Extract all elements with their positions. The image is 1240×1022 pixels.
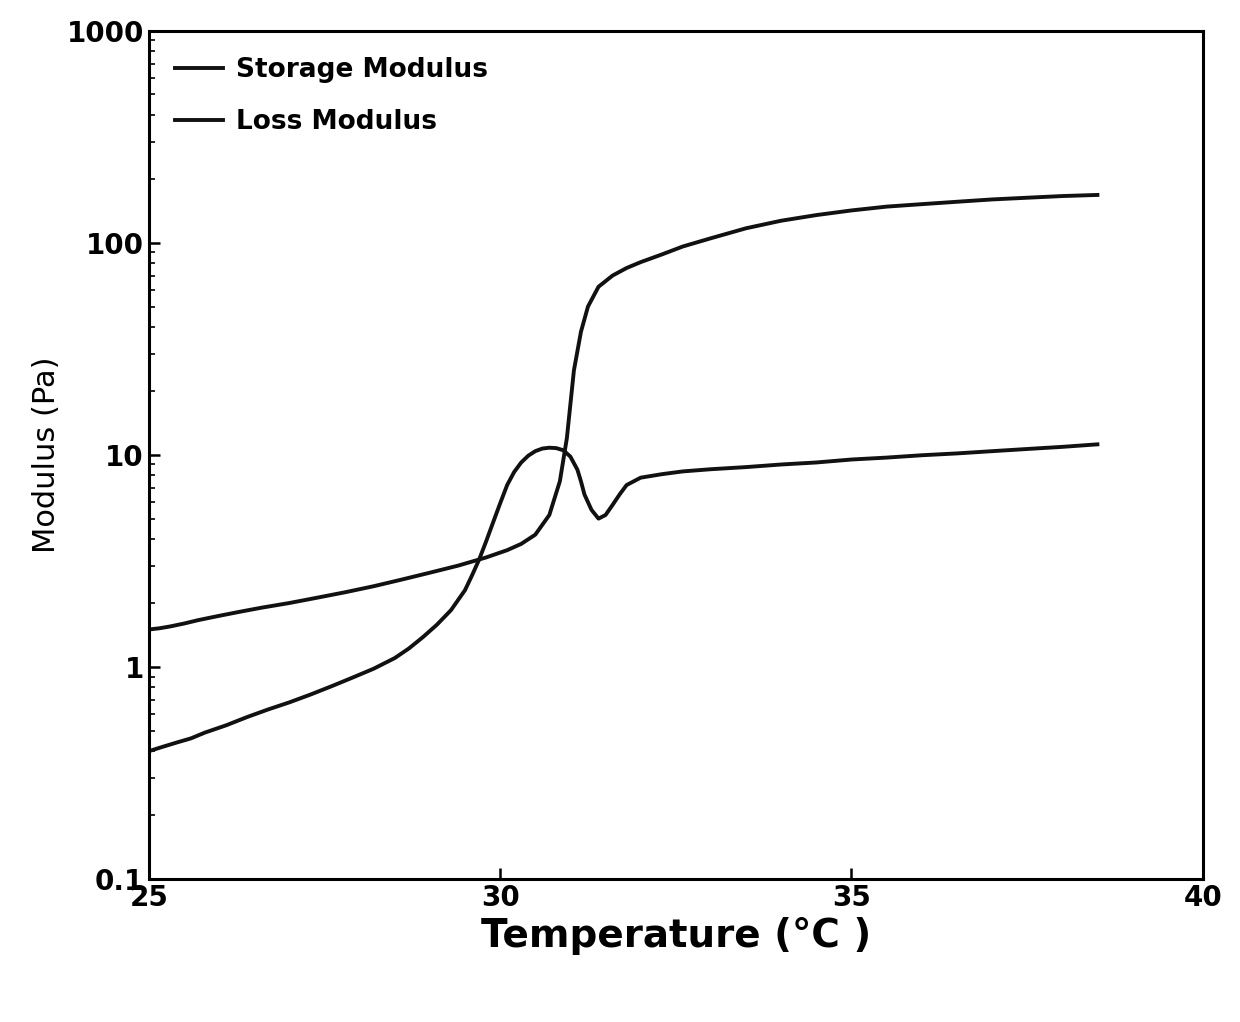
Loss Modulus	[281, 696, 296, 708]
Storage Modulus	[914, 198, 929, 211]
Storage Modulus	[233, 606, 248, 618]
Storage Modulus	[950, 195, 965, 207]
Storage Modulus	[1090, 189, 1105, 201]
Storage Modulus	[619, 262, 634, 274]
Storage Modulus	[151, 622, 166, 635]
Loss Modulus	[155, 741, 170, 753]
Storage Modulus	[703, 232, 718, 244]
Storage Modulus	[310, 592, 325, 604]
Y-axis label: Modulus (Pa): Modulus (Pa)	[32, 357, 61, 553]
Storage Modulus	[774, 215, 789, 227]
Storage Modulus	[1055, 190, 1070, 202]
Loss Modulus	[1090, 438, 1105, 451]
Storage Modulus	[423, 566, 438, 578]
Storage Modulus	[479, 551, 494, 563]
Storage Modulus	[808, 208, 823, 221]
Storage Modulus	[500, 544, 515, 556]
Storage Modulus	[176, 617, 191, 630]
Storage Modulus	[591, 281, 606, 293]
Storage Modulus	[559, 432, 574, 445]
Line: Loss Modulus: Loss Modulus	[149, 445, 1097, 751]
Storage Modulus	[879, 200, 894, 213]
Storage Modulus	[339, 586, 353, 598]
Storage Modulus	[141, 623, 156, 636]
Loss Modulus	[402, 643, 417, 655]
Storage Modulus	[281, 597, 296, 609]
Storage Modulus	[1019, 191, 1034, 203]
Storage Modulus	[542, 509, 557, 521]
Storage Modulus	[553, 475, 568, 487]
Storage Modulus	[450, 559, 465, 571]
Storage Modulus	[985, 193, 999, 205]
Storage Modulus	[394, 573, 409, 586]
Storage Modulus	[212, 610, 227, 622]
Storage Modulus	[513, 538, 528, 550]
Storage Modulus	[573, 326, 588, 338]
Storage Modulus	[655, 248, 670, 261]
X-axis label: Temperature (°C ): Temperature (°C )	[481, 918, 870, 956]
Storage Modulus	[162, 620, 177, 633]
Storage Modulus	[528, 528, 543, 541]
Storage Modulus	[634, 256, 649, 268]
Storage Modulus	[254, 602, 269, 614]
Storage Modulus	[366, 580, 381, 593]
Storage Modulus	[844, 204, 859, 217]
Loss Modulus	[534, 443, 549, 455]
Line: Storage Modulus: Storage Modulus	[149, 195, 1097, 630]
Loss Modulus	[218, 719, 233, 732]
Loss Modulus	[613, 489, 627, 501]
Storage Modulus	[580, 300, 595, 313]
Storage Modulus	[605, 270, 620, 282]
Legend: Storage Modulus, Loss Modulus: Storage Modulus, Loss Modulus	[162, 44, 501, 148]
Storage Modulus	[739, 222, 754, 234]
Storage Modulus	[191, 614, 206, 626]
Storage Modulus	[567, 364, 582, 376]
Storage Modulus	[676, 240, 691, 252]
Loss Modulus	[141, 745, 156, 757]
